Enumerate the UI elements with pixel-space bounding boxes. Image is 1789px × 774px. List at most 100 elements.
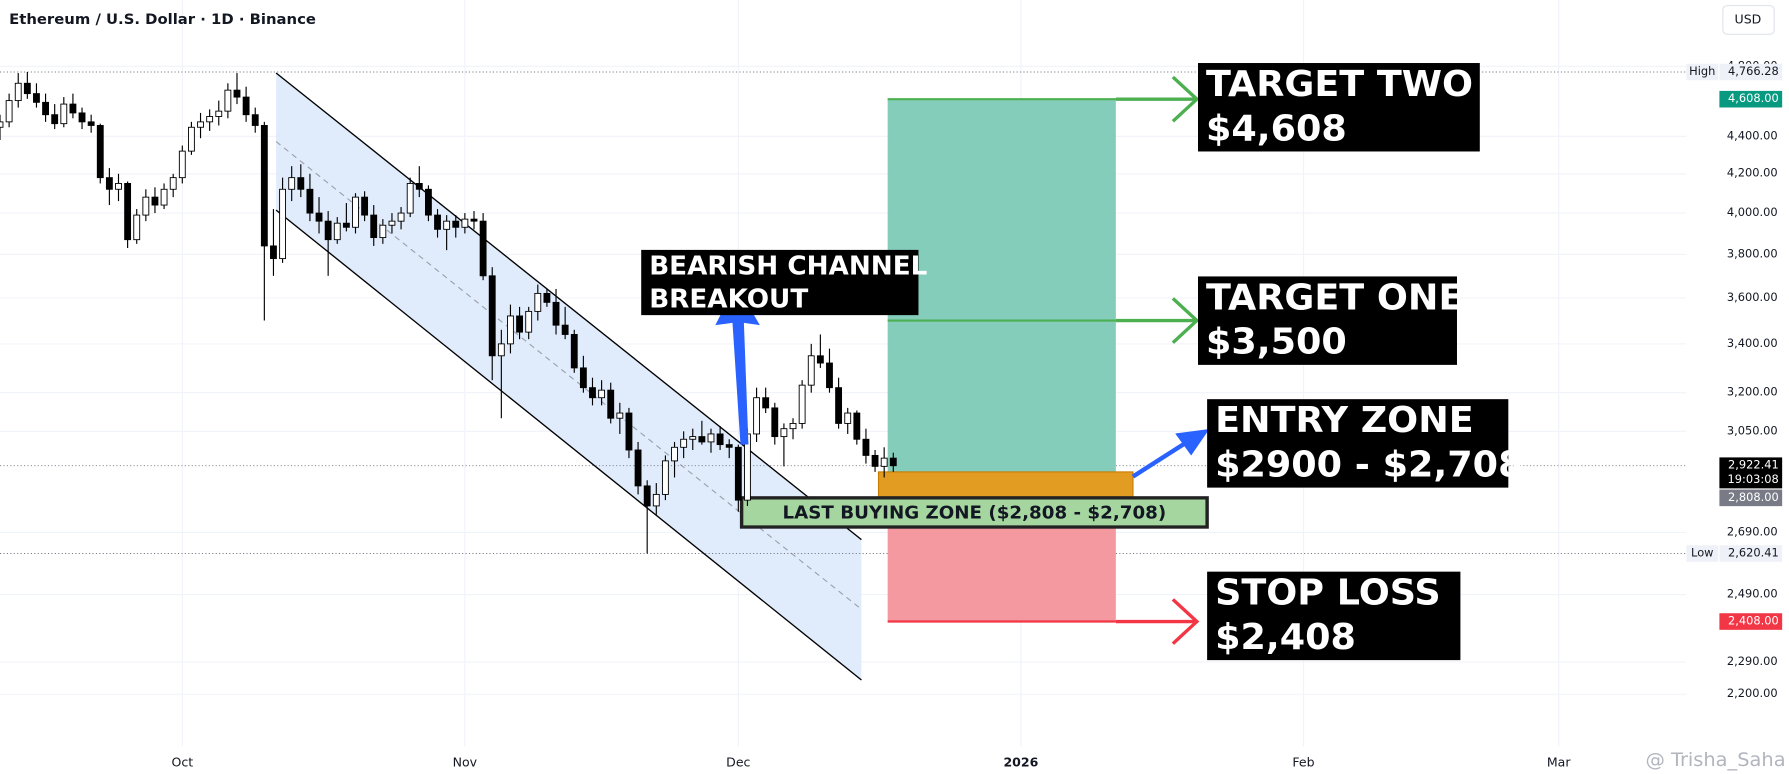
price-axis-bg bbox=[1686, 0, 1789, 774]
price-label-bg bbox=[1719, 457, 1783, 489]
x-tick-label: 2026 bbox=[1003, 756, 1038, 770]
candle-body bbox=[42, 101, 49, 116]
candle-body bbox=[142, 196, 150, 216]
currency-button[interactable] bbox=[1722, 4, 1775, 35]
candle-body bbox=[816, 355, 824, 364]
candle-body bbox=[370, 214, 378, 239]
candle-body bbox=[434, 214, 441, 230]
annotation-box bbox=[1207, 571, 1461, 661]
candle-body bbox=[0, 121, 4, 128]
candle-body bbox=[160, 188, 168, 206]
candle-body bbox=[889, 457, 897, 467]
candle-body bbox=[270, 245, 277, 260]
watermark: @ Trisha_Saha bbox=[1645, 748, 1785, 771]
price-label-bg bbox=[1719, 545, 1783, 562]
candle-body bbox=[151, 196, 159, 206]
price-lines bbox=[0, 71, 1687, 554]
annotation-box bbox=[641, 249, 919, 316]
candle-body bbox=[780, 428, 788, 438]
candle-body bbox=[96, 125, 104, 179]
candle-body bbox=[862, 438, 870, 456]
y-tick-label: 3,400.00 bbox=[1727, 337, 1778, 350]
candle-body bbox=[853, 412, 861, 440]
candle-body bbox=[233, 89, 241, 98]
candle-body bbox=[60, 103, 68, 125]
candle-body bbox=[415, 182, 423, 190]
y-tick-label: 4,400.00 bbox=[1727, 129, 1778, 142]
annotation-box bbox=[1197, 276, 1457, 365]
zone-label: LAST BUYING ZONE ($2,808 - $2,708) bbox=[783, 503, 1167, 524]
candle-body bbox=[324, 220, 332, 241]
annotation-text: $2900 - $2,708 bbox=[1215, 445, 1523, 485]
annotation-text: $2,408 bbox=[1215, 617, 1356, 657]
x-tick-label: Nov bbox=[453, 756, 477, 770]
price-label: 2,808.00 bbox=[1728, 491, 1779, 504]
price-label: 4,766.28 bbox=[1728, 65, 1779, 78]
zone bbox=[877, 471, 1134, 499]
candle-body bbox=[224, 89, 232, 112]
candle-body bbox=[452, 220, 460, 228]
candle-body bbox=[534, 292, 542, 312]
y-tick-label: 4,200.00 bbox=[1727, 167, 1778, 180]
channel-upper bbox=[275, 72, 862, 541]
candle-body bbox=[461, 218, 469, 228]
candle-body bbox=[388, 220, 396, 226]
channel-fill bbox=[276, 72, 862, 681]
bearish-channel bbox=[275, 72, 862, 681]
price-label: 2,922.41 bbox=[1728, 459, 1779, 472]
y-tick-label: 2,690.00 bbox=[1727, 526, 1778, 539]
candle-body bbox=[69, 103, 77, 114]
currency-label[interactable]: USD bbox=[1735, 13, 1762, 27]
x-tick-label: Oct bbox=[171, 756, 193, 770]
candle-body bbox=[279, 188, 286, 260]
candle-body bbox=[798, 384, 806, 424]
candle-body bbox=[826, 362, 833, 389]
candle-body bbox=[634, 449, 642, 487]
candle-body bbox=[689, 436, 697, 440]
annotation-text: TARGET ONE bbox=[1206, 278, 1463, 318]
candle-body bbox=[288, 177, 296, 190]
annotation-text: ENTRY ZONE bbox=[1215, 401, 1474, 441]
level-arrowhead bbox=[1171, 297, 1200, 344]
overlay: LAST BUYING ZONE ($2,808 - $2,708) bbox=[715, 75, 1210, 645]
candle-body bbox=[242, 96, 250, 116]
candle-body bbox=[716, 433, 724, 446]
candle-body bbox=[543, 292, 551, 303]
candle-body bbox=[133, 214, 141, 241]
candle-body bbox=[306, 188, 314, 214]
candle-body bbox=[206, 116, 214, 123]
candle-body bbox=[616, 412, 624, 419]
y-tick-label: 3,050.00 bbox=[1727, 424, 1778, 437]
candle-body bbox=[406, 182, 414, 214]
price-label-sub: 19:03:08 bbox=[1728, 473, 1779, 486]
entry-arrowhead bbox=[1175, 429, 1210, 456]
x-tick-label: Mar bbox=[1547, 756, 1572, 770]
candle-body bbox=[789, 422, 797, 430]
price-label: 2,620.41 bbox=[1728, 547, 1779, 560]
candle-body bbox=[680, 438, 688, 448]
candles bbox=[0, 72, 897, 554]
candle-body bbox=[443, 220, 451, 230]
candle-body bbox=[479, 220, 487, 277]
candle-body bbox=[169, 177, 177, 190]
candle-body bbox=[197, 121, 204, 128]
candle-body bbox=[525, 310, 533, 333]
candle-body bbox=[835, 387, 843, 424]
candle-body bbox=[625, 412, 633, 451]
candle-body bbox=[51, 114, 59, 125]
annotation-text: BREAKOUT bbox=[649, 285, 808, 315]
price-tag-name: High bbox=[1689, 65, 1715, 78]
chart-title: Ethereum / U.S. Dollar · 1D · Binance bbox=[9, 11, 316, 28]
candle-body bbox=[379, 224, 387, 239]
candle-body bbox=[251, 114, 259, 126]
price-label-bg bbox=[1719, 489, 1783, 507]
candle-body bbox=[352, 196, 359, 228]
candle-body bbox=[570, 334, 578, 369]
candle-body bbox=[598, 389, 606, 399]
channel-lower bbox=[275, 209, 862, 681]
candle-body bbox=[844, 412, 852, 424]
